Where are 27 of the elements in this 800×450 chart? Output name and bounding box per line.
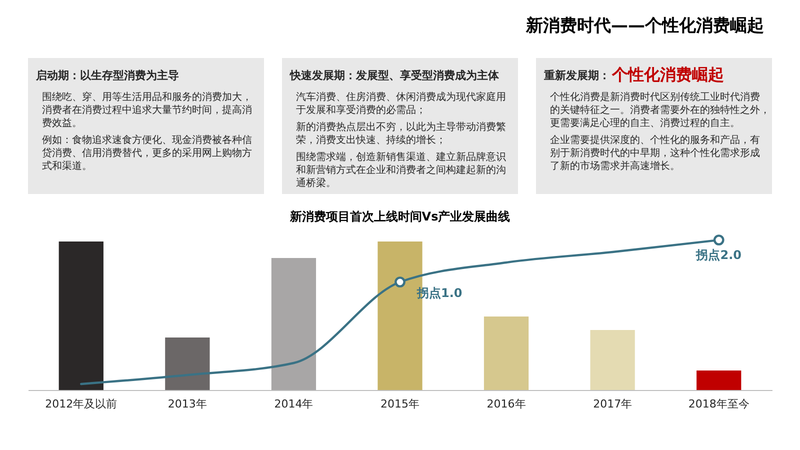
bar — [696, 370, 742, 390]
bar — [165, 338, 210, 390]
text: 围绕吃、穿、用等生活用品和服务的消费加大，消费者在消费过程中追求大量节约时间，提高消费效益。 — [42, 91, 252, 129]
text: 新消费时代——个性化消费崛起 — [525, 16, 764, 36]
x-tick-label: 2015年 — [380, 398, 420, 410]
x-tick-label: 2012年及以前 — [45, 398, 118, 410]
text: 新的消费热点层出不穷，以此为主导带动消费繁荣，消费支出快速、持续的增长； — [296, 121, 506, 146]
text: 启动期：以生存型消费为主导 — [35, 69, 179, 82]
x-tick-label: 2017年 — [593, 398, 632, 410]
text: 个性化消费崛起 — [611, 65, 724, 84]
text: 个性化消费是新消费时代区别传统工业时代消费的关键特征之一。消费者需要外在的独特性之外，更需要满足心理的自主、消费过程的自主。 — [550, 91, 770, 129]
chart-title: 新消费项目首次上线时间Vs产业发展曲线 — [288, 209, 510, 224]
bar — [271, 258, 316, 390]
x-tick-label: 2013年 — [168, 398, 207, 410]
bar — [58, 242, 104, 390]
x-tick-label: 2016年 — [486, 398, 526, 410]
x-tick-label: 2014年 — [274, 398, 314, 410]
x-tick-label: 2018年至今 — [688, 398, 750, 410]
bar — [590, 330, 635, 390]
text: 例如：食物追求速食方便化、现金消费被各种信贷消费、信用消费替代，更多的采用网上购物方式和渠道。 — [42, 134, 252, 172]
text: 快速发展期：发展型、享受型消费成为主体 — [289, 69, 500, 82]
text: 重新发展期： — [543, 69, 610, 82]
text: 企业需要提供深度的、个性化的服务和产品，有别于新消费时代的中早期，这种个性化需求形成了新的市场需求并高速增长。 — [550, 134, 760, 172]
bar — [484, 316, 529, 390]
text: 围绕需求端，创造新销售渠道、建立新品牌意识和新营销方式在企业和消费者之间构建起新的沟通桥梁。 — [296, 151, 506, 189]
text: 汽车消费、住房消费、休闲消费成为现代家庭用于发展和享受消费的必需品； — [296, 91, 506, 116]
annotation: 拐点2.0 — [695, 248, 742, 262]
